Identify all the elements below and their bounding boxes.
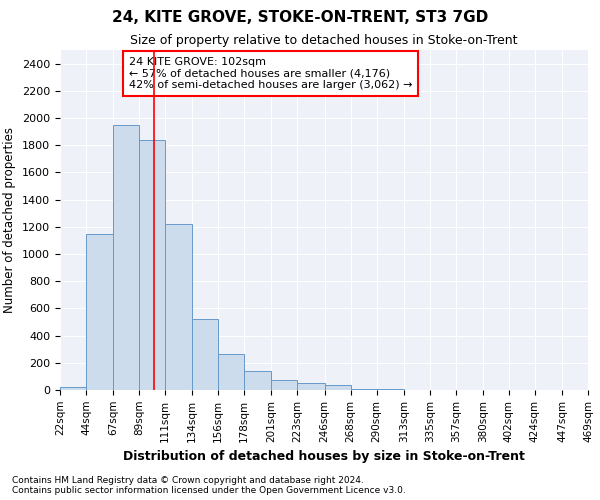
Bar <box>192 320 218 390</box>
Bar <box>113 125 139 390</box>
Bar <box>244 371 271 390</box>
Bar <box>271 380 298 390</box>
Bar <box>218 354 244 390</box>
Bar <box>325 385 350 390</box>
Bar <box>86 234 113 390</box>
Bar <box>165 224 192 390</box>
Bar <box>139 140 165 390</box>
Bar <box>60 386 86 390</box>
X-axis label: Distribution of detached houses by size in Stoke-on-Trent: Distribution of detached houses by size … <box>123 450 525 463</box>
Text: Contains HM Land Registry data © Crown copyright and database right 2024.
Contai: Contains HM Land Registry data © Crown c… <box>12 476 406 495</box>
Text: 24 KITE GROVE: 102sqm
← 57% of detached houses are smaller (4,176)
42% of semi-d: 24 KITE GROVE: 102sqm ← 57% of detached … <box>128 57 412 90</box>
Y-axis label: Number of detached properties: Number of detached properties <box>4 127 16 313</box>
Title: Size of property relative to detached houses in Stoke-on-Trent: Size of property relative to detached ho… <box>130 34 518 48</box>
Bar <box>350 388 377 390</box>
Bar <box>298 383 325 390</box>
Text: 24, KITE GROVE, STOKE-ON-TRENT, ST3 7GD: 24, KITE GROVE, STOKE-ON-TRENT, ST3 7GD <box>112 10 488 25</box>
